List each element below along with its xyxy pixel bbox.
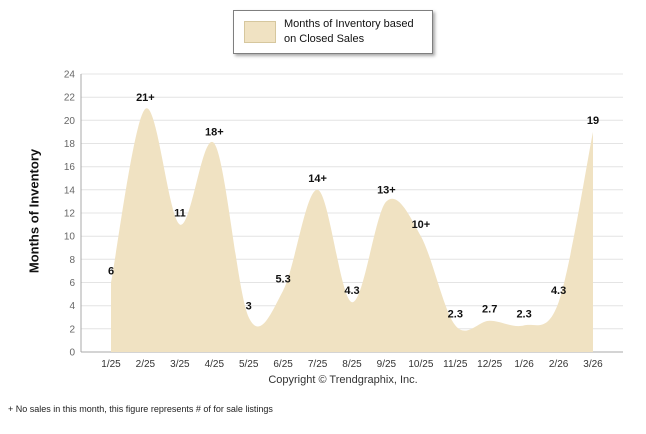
data-label: 13+ [377,184,396,196]
data-label: 2.3 [516,308,531,320]
data-label: 3 [246,300,252,312]
x-tick-label: 5/25 [239,359,259,370]
data-label: 19 [587,115,599,127]
data-label: 11 [174,208,186,220]
x-tick-label: 1/25 [101,359,121,370]
x-tick-label: 7/25 [308,359,328,370]
y-tick-label: 22 [64,93,76,104]
y-axis-title: Months of Inventory [26,148,42,274]
y-tick-label: 2 [69,324,75,335]
data-label: 4.3 [344,285,359,297]
copyright-text: Copyright © Trendgraphix, Inc. [268,374,418,386]
x-tick-label: 2/25 [136,359,156,370]
y-tick-label: 24 [64,70,76,81]
data-label: 2.7 [482,304,497,316]
x-tick-label: 8/25 [342,359,362,370]
x-tick-label: 4/25 [205,359,225,370]
data-label: 14+ [308,173,327,185]
footnote-text: + No sales in this month, this figure re… [8,404,273,414]
legend: Months of Inventory based on Closed Sale… [233,10,433,54]
x-tick-label: 11/25 [443,359,468,370]
data-label: 10+ [412,219,431,231]
data-label: 21+ [136,92,155,104]
x-tick-label: 3/26 [583,359,603,370]
data-label: 5.3 [275,274,290,286]
y-tick-label: 8 [69,255,75,266]
x-tick-label: 2/26 [549,359,569,370]
data-label: 6 [108,266,114,278]
area-series [111,108,593,352]
y-tick-label: 18 [64,139,76,150]
y-tick-label: 12 [64,209,76,220]
x-tick-label: 3/25 [170,359,190,370]
legend-swatch [244,20,276,43]
data-label: 2.3 [448,308,463,320]
y-tick-label: 20 [64,116,76,127]
x-tick-label: 1/26 [514,359,534,370]
legend-label: Months of Inventory based on Closed Sale… [284,18,414,45]
y-tick-label: 4 [69,301,75,312]
x-tick-label: 10/25 [408,359,433,370]
y-tick-label: 16 [64,162,76,173]
y-tick-label: 10 [64,232,76,243]
x-tick-label: 9/25 [377,359,397,370]
y-tick-label: 14 [64,185,76,196]
x-tick-label: 6/25 [273,359,293,370]
x-tick-label: 12/25 [477,359,502,370]
data-label: 4.3 [551,285,566,297]
data-label: 18+ [205,127,224,139]
y-tick-label: 6 [69,278,75,289]
y-tick-label: 0 [69,348,75,359]
